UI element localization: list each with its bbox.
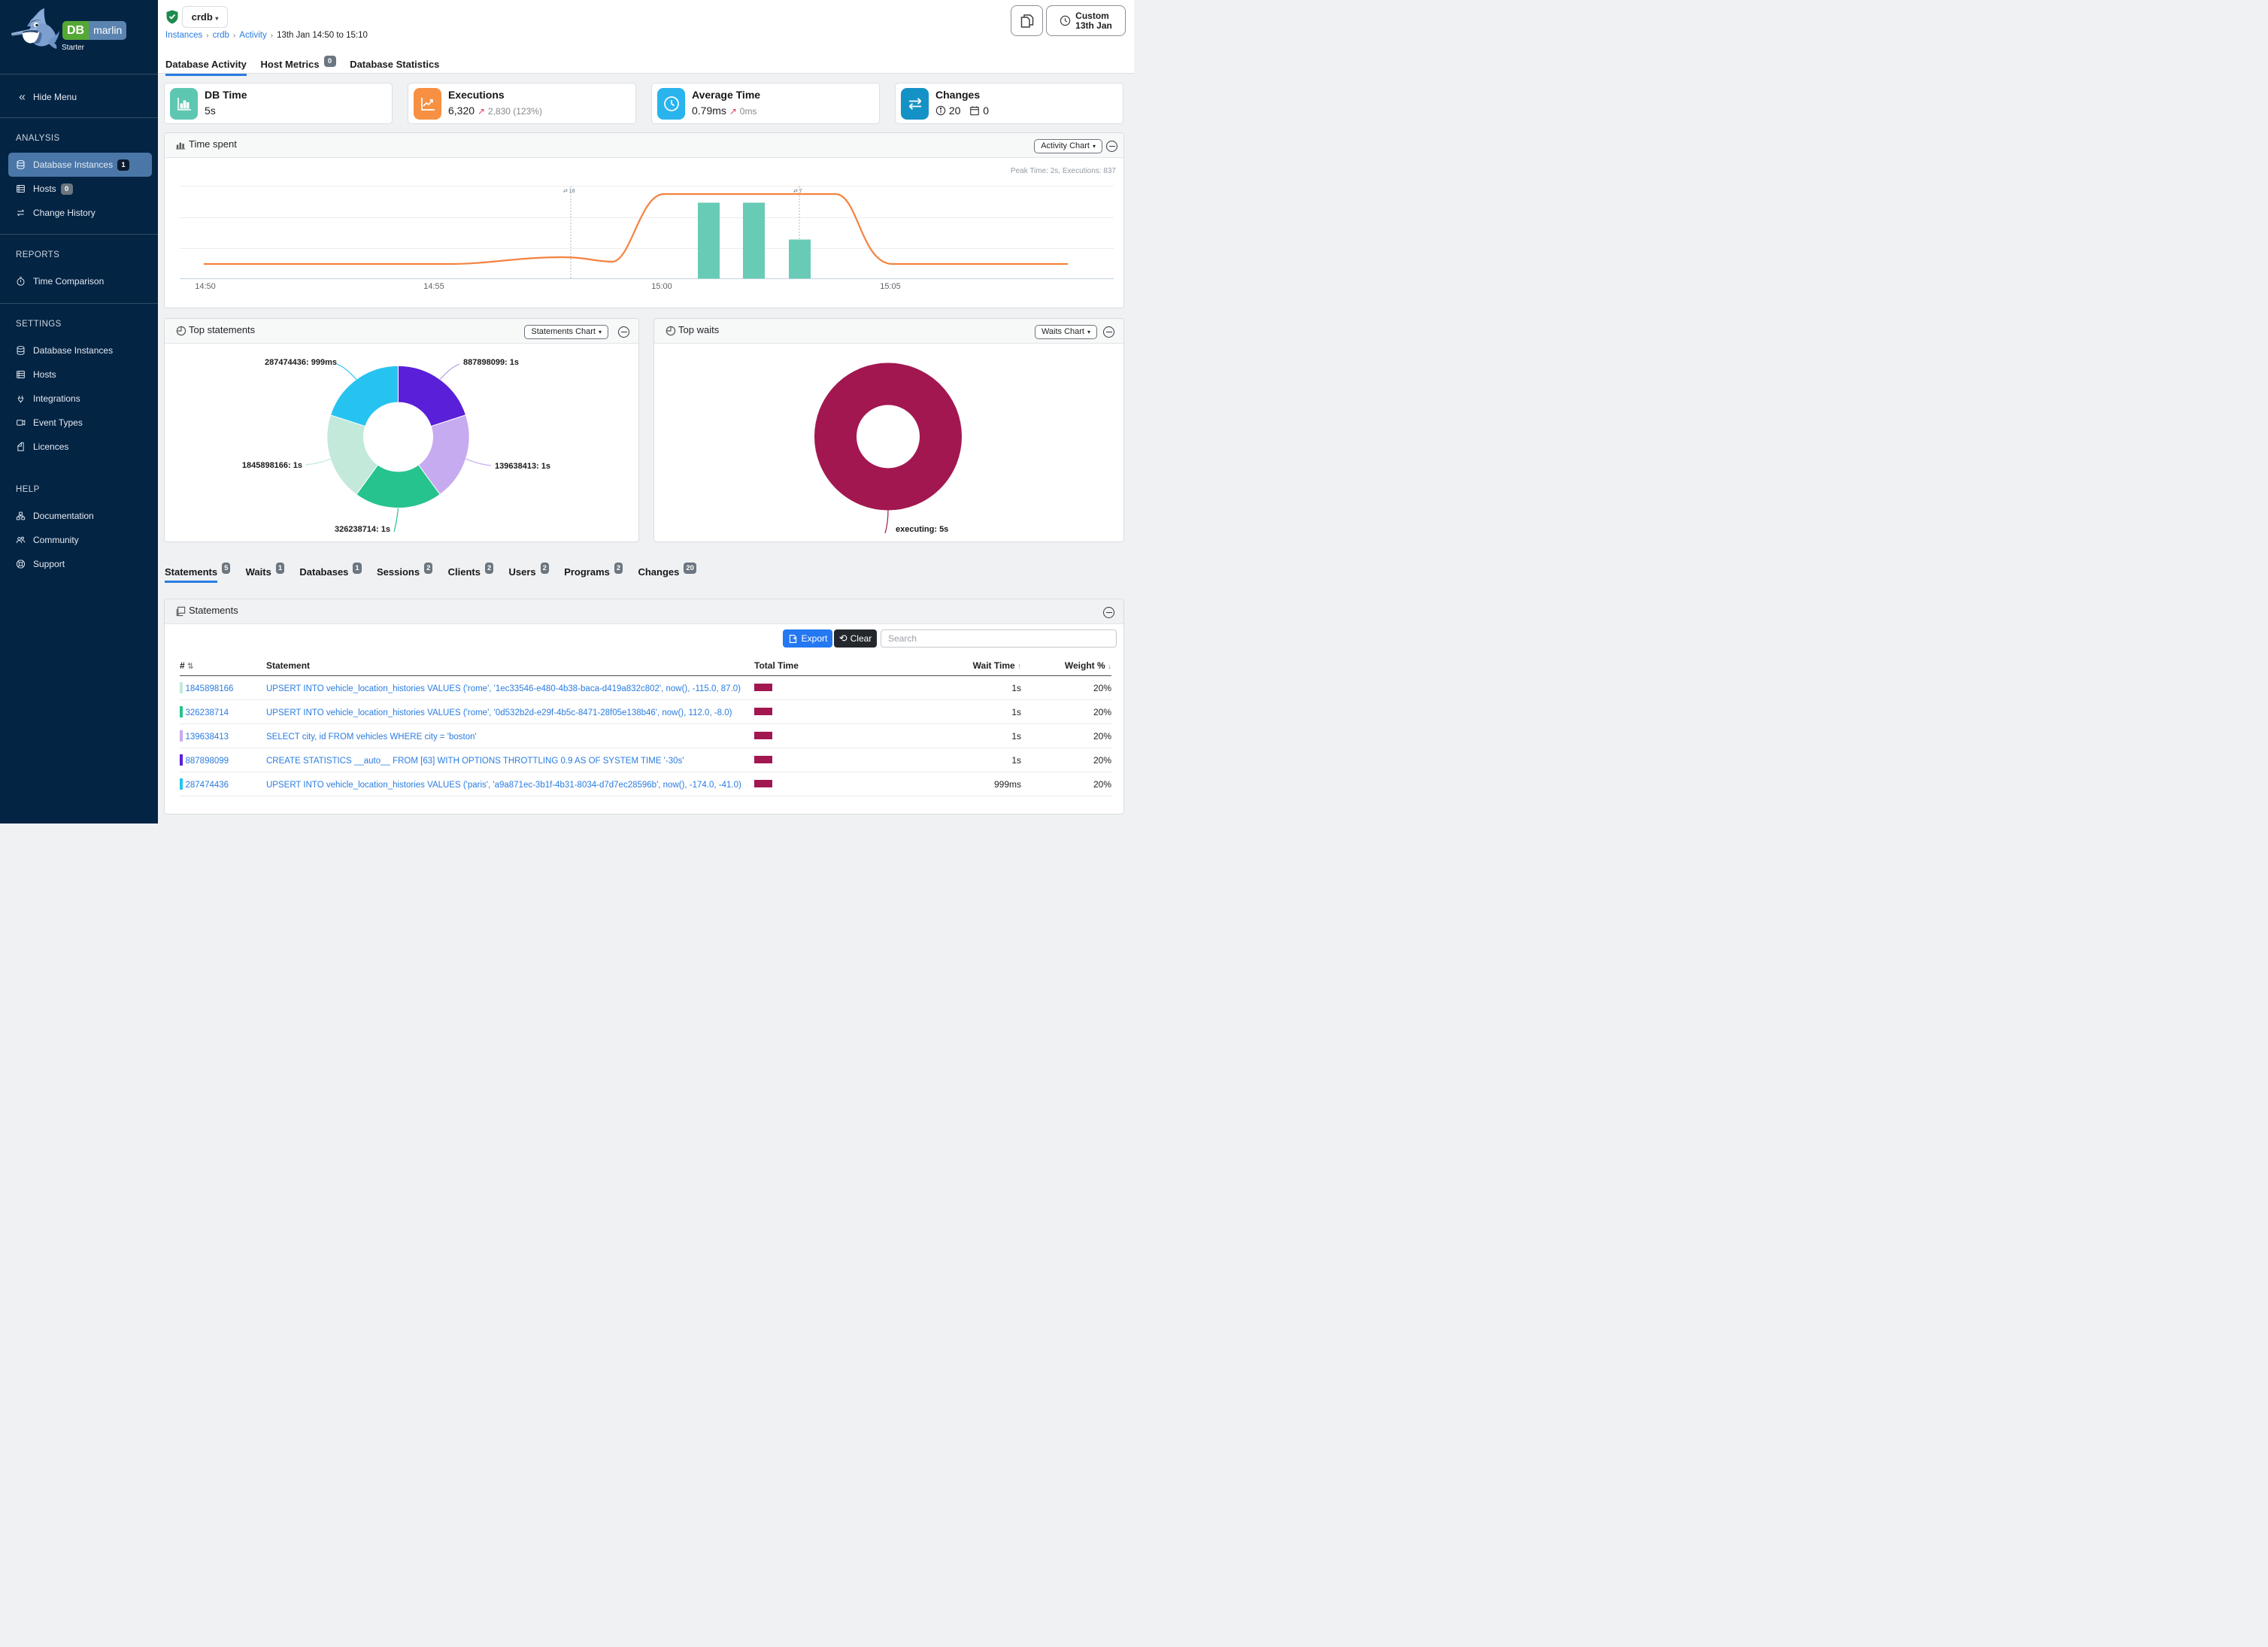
svg-text:executing: 5s: executing: 5s <box>896 525 948 534</box>
svg-text:1845898166: 1s: 1845898166: 1s <box>242 461 302 470</box>
svg-text:14:50: 14:50 <box>195 282 216 291</box>
svg-text:⇄ 7: ⇄ 7 <box>793 189 802 194</box>
svg-text:Peak Time: 2s, Executions: 837: Peak Time: 2s, Executions: 837 <box>1011 167 1117 175</box>
svg-text:887898099: 1s: 887898099: 1s <box>463 358 519 367</box>
svg-text:287474436: 999ms: 287474436: 999ms <box>265 358 337 367</box>
svg-text:15:05: 15:05 <box>880 282 901 291</box>
svg-text:326238714: 1s: 326238714: 1s <box>335 525 390 534</box>
svg-text:14:55: 14:55 <box>423 282 444 291</box>
svg-text:⇄ 18: ⇄ 18 <box>563 189 575 194</box>
svg-text:15:00: 15:00 <box>651 282 672 291</box>
svg-text:139638413: 1s: 139638413: 1s <box>495 462 550 471</box>
